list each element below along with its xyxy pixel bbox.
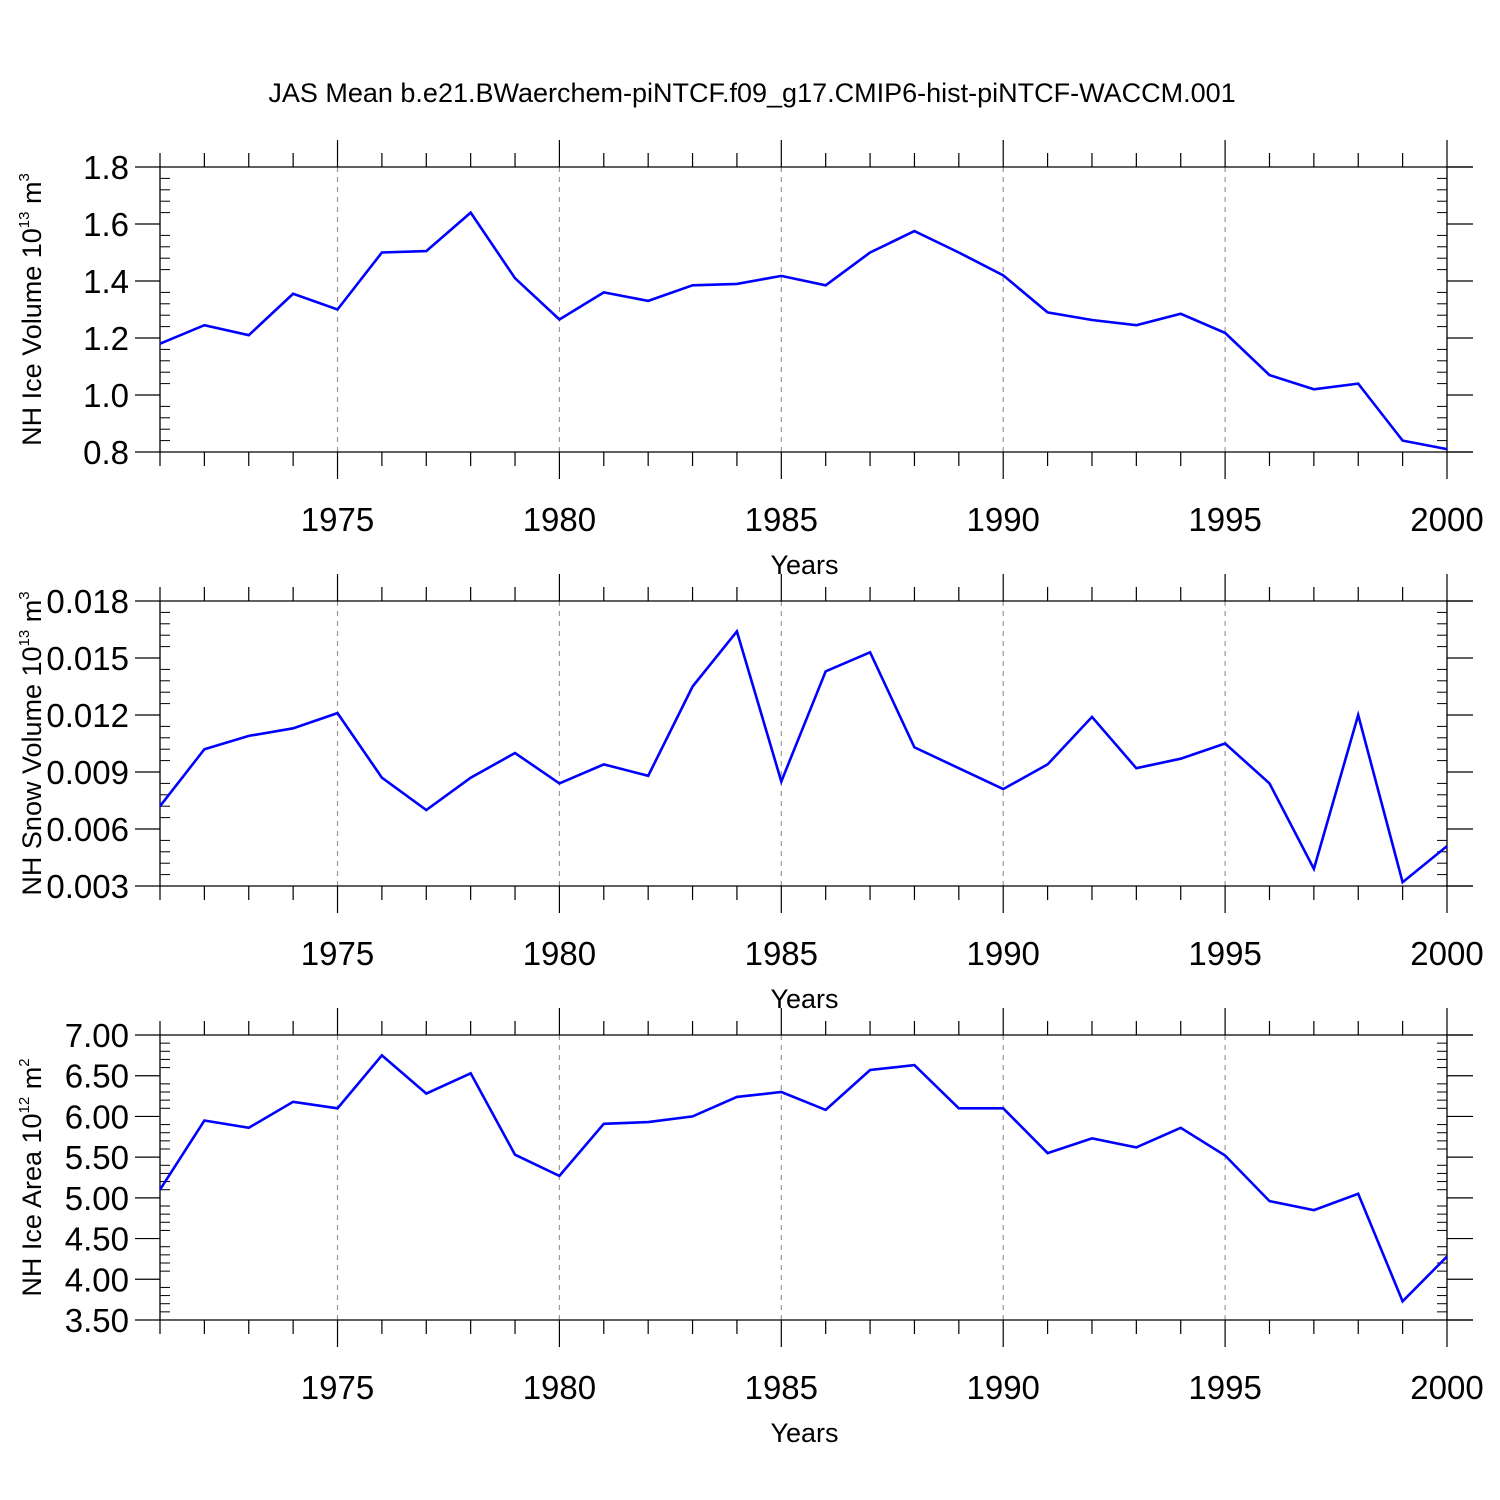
y-tick-label: 3.50 — [65, 1302, 129, 1339]
y-tick-label: 4.50 — [65, 1221, 129, 1258]
y-tick-label: 1.2 — [83, 320, 129, 357]
series-line — [159, 210, 1448, 451]
y-tick-label: 0.018 — [46, 583, 129, 620]
y-tick-label: 0.015 — [46, 640, 129, 677]
x-tick-label: 1995 — [1188, 1369, 1261, 1406]
y-axis-label: NH Ice Area 1012 m2 — [16, 1058, 47, 1296]
y-tick-label: 4.00 — [65, 1261, 129, 1298]
y-tick-label: 0.8 — [83, 434, 129, 471]
x-tick-label: 1995 — [1188, 501, 1261, 538]
series-line — [158, 628, 1448, 885]
x-tick-label: 1980 — [523, 501, 596, 538]
y-tick-label: 5.00 — [65, 1180, 129, 1217]
y-tick-label: 5.50 — [65, 1139, 129, 1176]
y-tick-label: 0.006 — [46, 811, 129, 848]
y-tick-label: 1.6 — [83, 206, 129, 243]
x-axis-label: Years — [770, 550, 838, 580]
x-tick-label: 1990 — [966, 1369, 1039, 1406]
x-tick-label: 1975 — [301, 1369, 374, 1406]
x-tick-label: 1980 — [523, 935, 596, 972]
x-tick-label: 1975 — [301, 501, 374, 538]
y-tick-label: 1.4 — [83, 263, 129, 300]
y-tick-label: 1.8 — [83, 149, 129, 186]
series-line — [158, 1053, 1448, 1304]
x-tick-label: 2000 — [1410, 935, 1483, 972]
y-tick-label: 1.0 — [83, 377, 129, 414]
y-tick-label: 0.003 — [46, 868, 129, 905]
x-axis-label: Years — [770, 984, 838, 1014]
chart-panel-1: 1975 1980 1985 1990 1995 2000 0.8 1.0 1.2 1.4 1.6 1… — [16, 140, 1484, 580]
x-tick-label: 1975 — [301, 935, 374, 972]
y-axis-label: NH Ice Volume 1013 m3 — [16, 173, 47, 446]
x-tick-label: 1990 — [966, 501, 1039, 538]
chart-panel-2: 1975 1980 1985 1990 1995 2000 0.003 0.006 0.009 0… — [16, 574, 1484, 1014]
y-tick-label: 0.009 — [46, 754, 129, 791]
y-tick-label: 0.012 — [46, 697, 129, 734]
x-tick-label: 1995 — [1188, 935, 1261, 972]
x-tick-label: 2000 — [1410, 501, 1483, 538]
y-axis-label: NH Snow Volume 1013 m3 — [16, 591, 47, 895]
x-tick-label: 1985 — [745, 1369, 818, 1406]
chart-panel-3: 1975 1980 1985 1990 1995 2000 3.50 4.004.50 5.00… — [16, 1008, 1484, 1448]
x-tick-label: 1990 — [966, 935, 1039, 972]
x-tick-label: 1985 — [745, 501, 818, 538]
y-tick-label: 7.00 — [65, 1017, 129, 1054]
x-tick-label: 1980 — [523, 1369, 596, 1406]
x-tick-label: 2000 — [1410, 1369, 1483, 1406]
chart-panels: 1975 1980 1985 1990 1995 2000 0.8 1.0 1.2 1.4 1.6 1… — [16, 140, 1484, 1448]
chart-title: JAS Mean b.e21.BWaerchem-piNTCF.f09_g17.… — [268, 78, 1235, 108]
x-tick-label: 1985 — [745, 935, 818, 972]
y-tick-label: 6.50 — [65, 1058, 129, 1095]
y-tick-label: 6.00 — [65, 1098, 129, 1135]
x-axis-label: Years — [770, 1418, 838, 1448]
